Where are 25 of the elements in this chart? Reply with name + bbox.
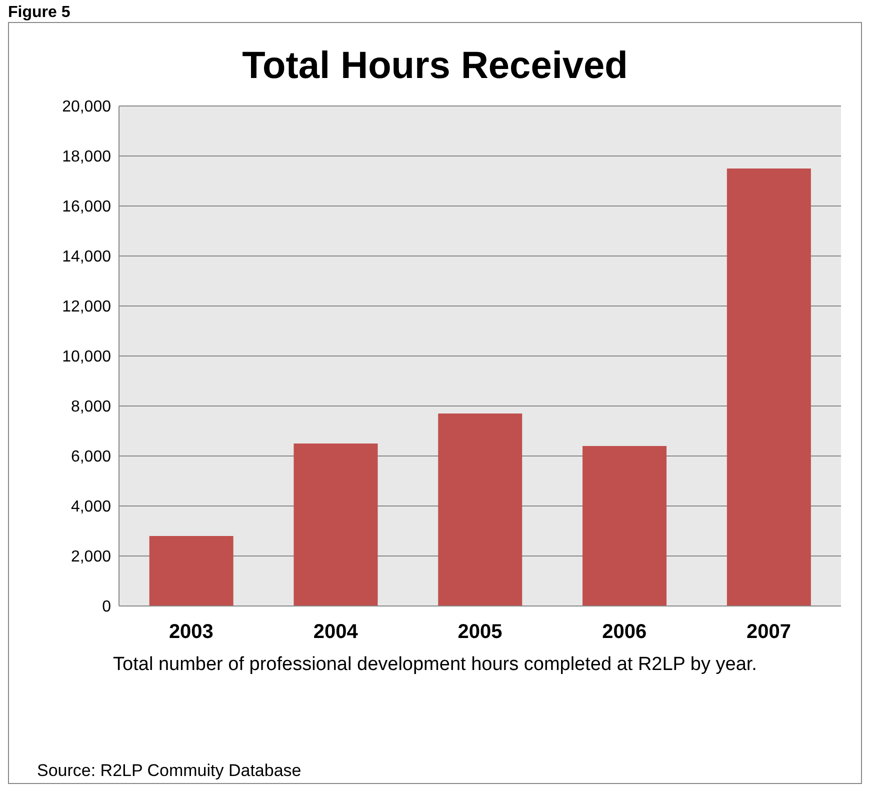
y-tick-label: 20,000 (62, 98, 112, 116)
y-tick-label: 6,000 (70, 448, 112, 466)
x-tick-label: 2005 (458, 621, 502, 644)
y-tick-label: 16,000 (62, 198, 112, 216)
text: Total number of professional development hours completed at R2LP by year. (112, 654, 758, 676)
bar (582, 446, 667, 606)
x-tick-label: 2003 (168, 621, 214, 644)
y-tick-label: 18,000 (62, 148, 112, 166)
bar (438, 414, 522, 606)
source-note: Source: R2LP Commuity Database (37, 761, 302, 781)
x-tick-label: 2007 (746, 621, 792, 644)
y-tick-label: 4,000 (70, 498, 112, 516)
y-tick-label: 0 (102, 598, 112, 616)
y-tick-label: 12,000 (62, 298, 112, 316)
y-tick-label: 2,000 (70, 548, 112, 566)
y-tick-label: 14,000 (62, 248, 112, 266)
bar (294, 444, 378, 606)
y-tick-label: 10,000 (62, 348, 112, 366)
x-tick-label: 2006 (602, 621, 647, 644)
x-tick-label: 2004 (313, 621, 359, 644)
caption: Figure 5 (8, 4, 72, 21)
bar (726, 168, 811, 606)
y-tick-label: 8,000 (70, 398, 112, 416)
chart-title: Total Hours Received (241, 45, 629, 88)
bar (149, 536, 234, 606)
